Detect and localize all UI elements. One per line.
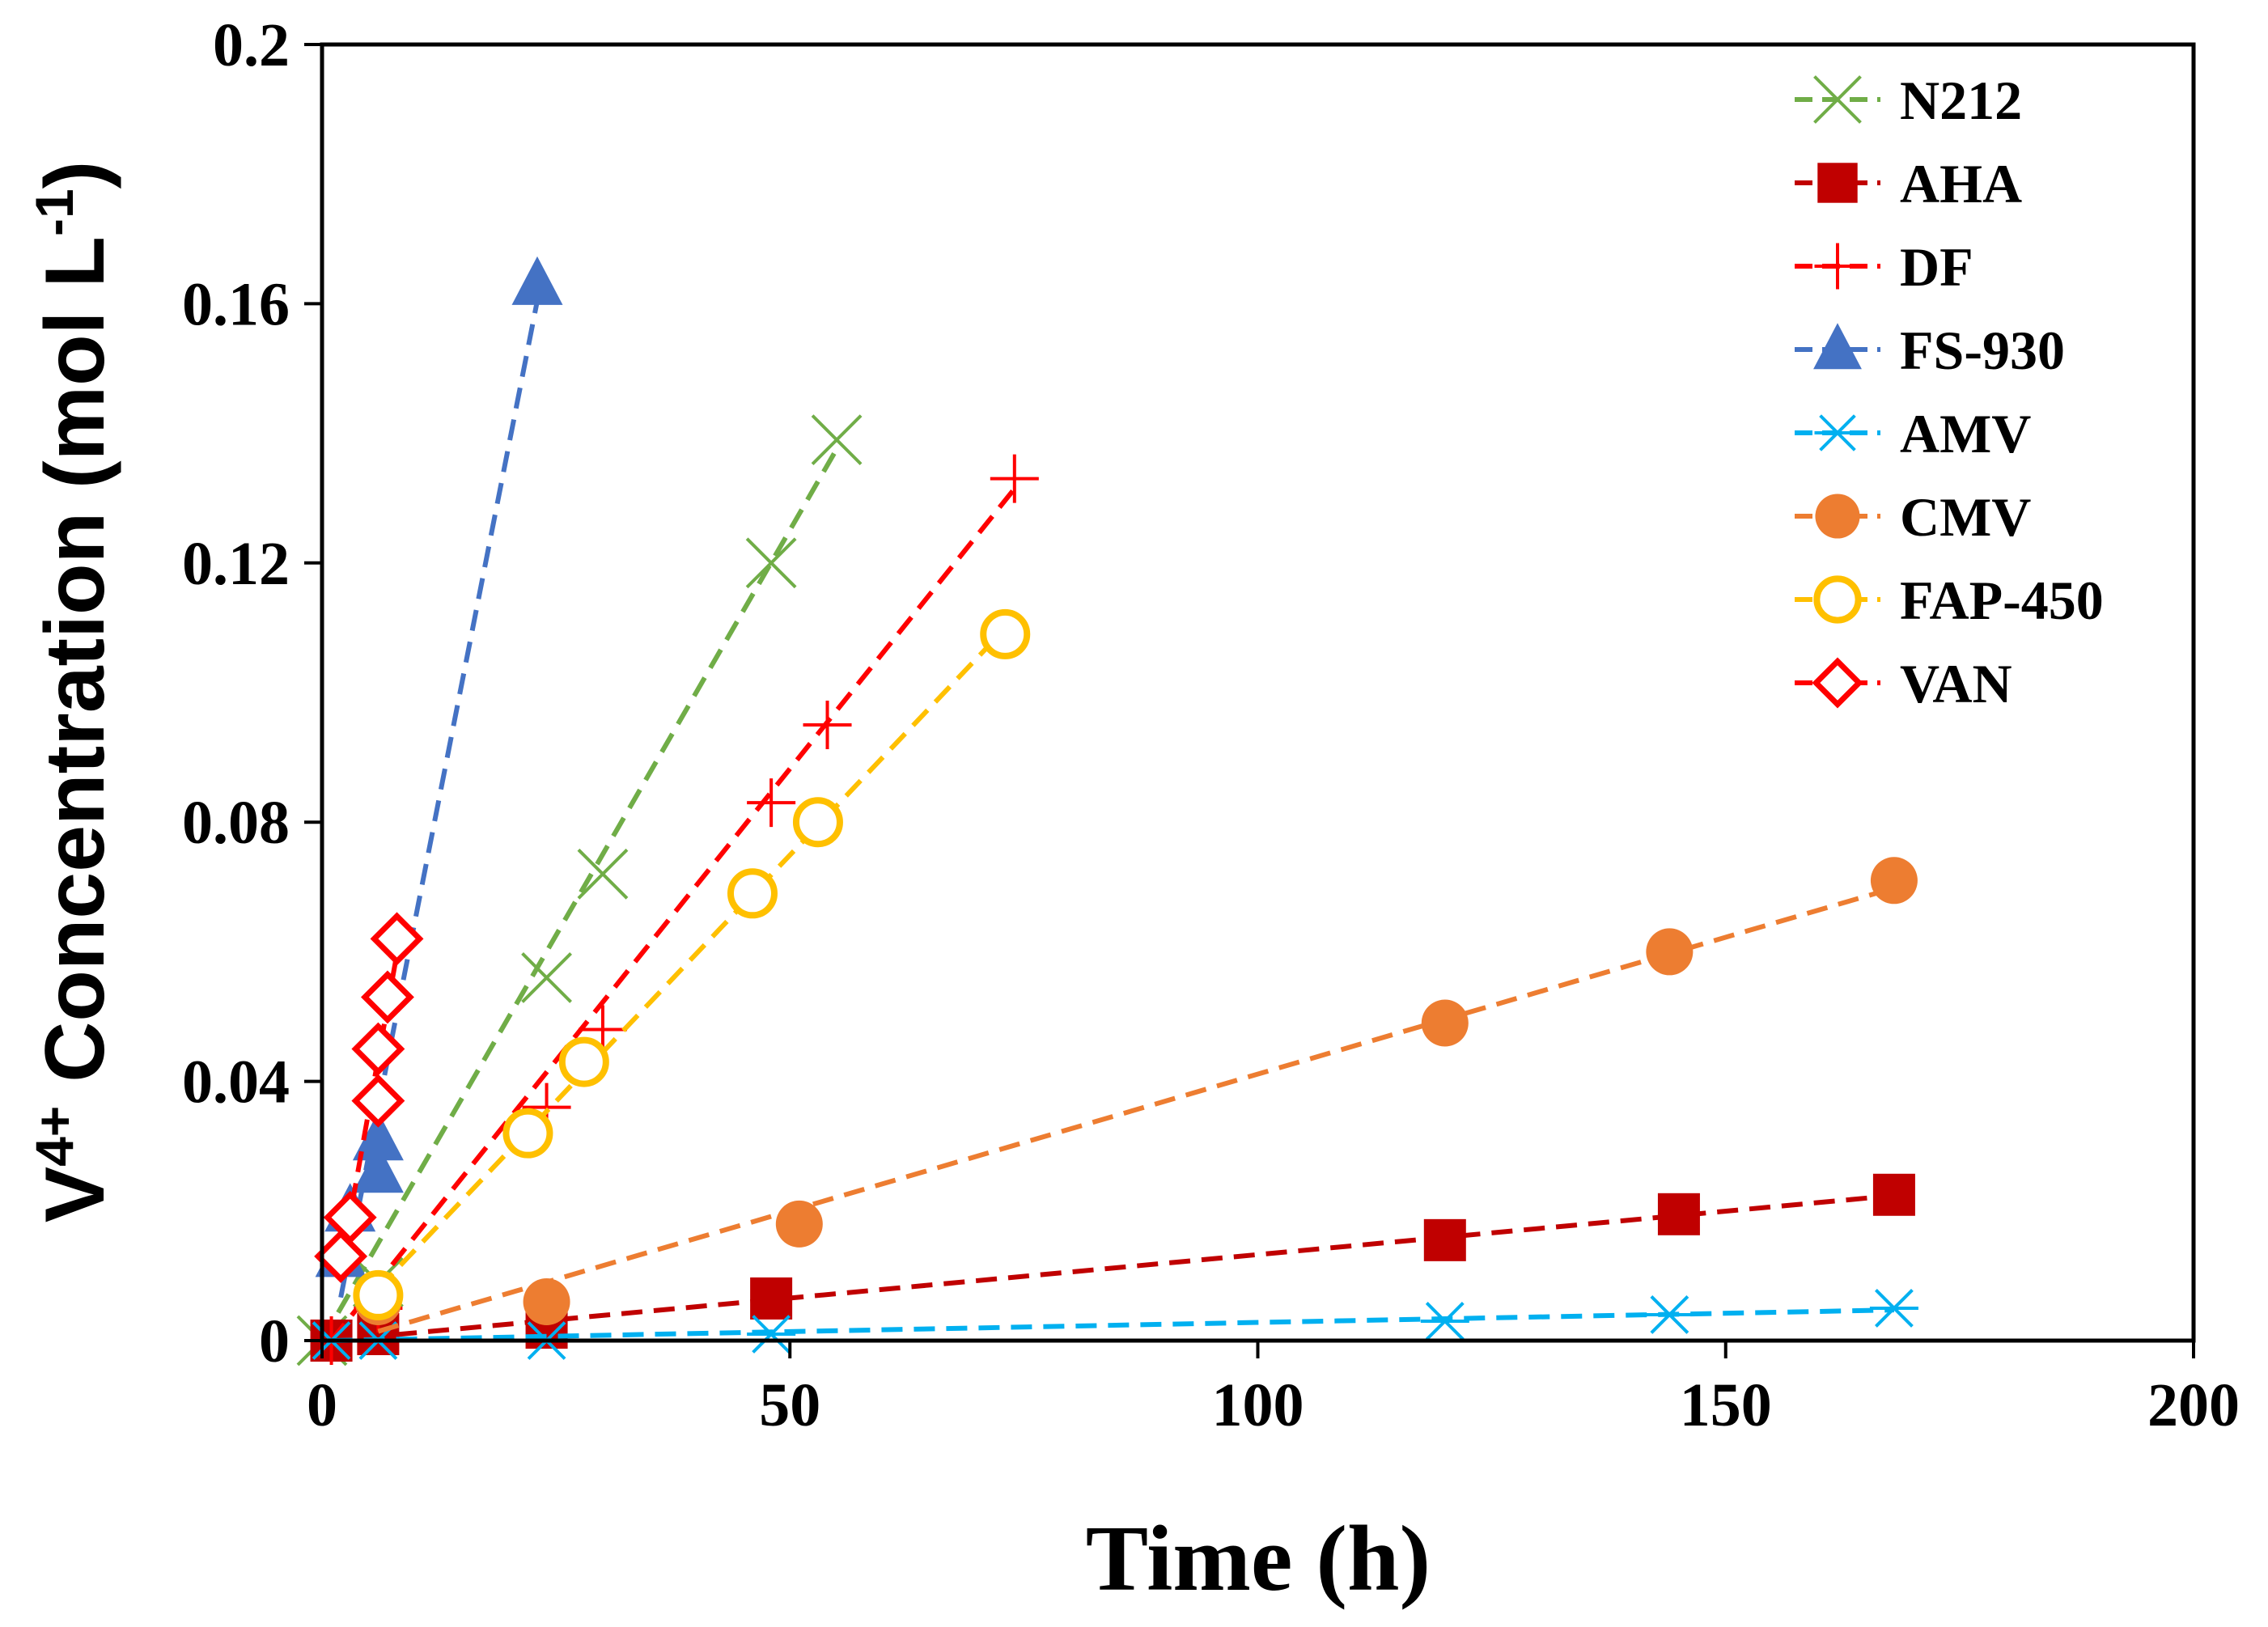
data-point-aha (1657, 1193, 1700, 1235)
y-tick-label: 0.2 (213, 11, 290, 79)
legend-label: FAP-450 (1900, 570, 2104, 631)
data-point-van (323, 1190, 377, 1244)
legend-label: DF (1900, 236, 1973, 298)
y-axis-title-sup: 4+ (24, 1106, 84, 1167)
y-axis-title-middle: Concentration (mol L (28, 236, 122, 1106)
legend-item-cmv: CMV (1795, 486, 2031, 548)
data-point-fs-930 (511, 256, 563, 305)
series-van (314, 912, 424, 1283)
legend-item-fap-450: FAP-450 (1795, 570, 2104, 631)
y-axis-title-base: V (28, 1167, 122, 1222)
data-point-amv (1869, 1289, 1918, 1328)
tick-layer: 0 50 100 150 200 0 0.04 0.08 0.12 0.16 0.2 (182, 11, 2240, 1439)
trendline-fap-450 (376, 626, 1007, 1290)
trendline-n212 (320, 447, 839, 1342)
data-point-fap-450 (353, 1269, 404, 1320)
data-point-n212 (521, 952, 572, 1003)
data-point-van (361, 970, 414, 1024)
data-point-cmv (1646, 928, 1694, 976)
legend-marker-van (1812, 657, 1863, 709)
legend-label: N212 (1900, 70, 2022, 131)
data-point-df (990, 454, 1039, 503)
data-point-amv (1420, 1302, 1469, 1341)
y-tick-label: 0.16 (182, 270, 290, 338)
legend-item-n212: N212 (1795, 70, 2022, 131)
trendline-amv (331, 1307, 1894, 1343)
series-amv (307, 1289, 1918, 1360)
series-cmv (354, 857, 1918, 1334)
data-point-n212 (745, 537, 797, 589)
x-tick-label: 200 (2147, 1371, 2240, 1439)
y-tick-label: 0.04 (182, 1049, 290, 1116)
legend-label: FS-930 (1900, 320, 2065, 381)
trendline-df (329, 487, 1017, 1342)
data-point-n212 (811, 414, 863, 466)
legend-label: CMV (1900, 486, 2031, 548)
legend-item-van: VAN (1795, 653, 2012, 714)
legend-label: AMV (1900, 403, 2031, 464)
series-fap-450 (353, 608, 1031, 1320)
data-point-van (370, 912, 424, 966)
y-axis-title-end: ) (28, 161, 122, 189)
legend-item-df: DF (1795, 236, 1973, 298)
legend-item-amv: AMV (1795, 403, 2031, 464)
legend-label: VAN (1900, 653, 2012, 714)
y-axis-title-exp: -1 (24, 189, 84, 236)
y-tick-label: 0 (259, 1307, 290, 1375)
data-point-cmv (1421, 999, 1469, 1047)
x-tick-label: 150 (1680, 1371, 1772, 1439)
legend-marker-n212 (1813, 75, 1862, 124)
legend: N212 AHA DF FS-930 AMV CMV FAP-450 VAN (1795, 70, 2104, 714)
legend-marker-aha (1817, 163, 1858, 203)
data-point-fs-930 (352, 1112, 404, 1161)
legend-marker-fs-930 (1813, 323, 1862, 370)
data-point-df (803, 701, 852, 750)
y-tick-label: 0.08 (182, 789, 290, 857)
data-point-van (314, 1229, 368, 1283)
data-point-aha (1872, 1173, 1915, 1216)
data-point-cmv (1870, 857, 1918, 905)
data-point-amv (747, 1315, 796, 1354)
data-point-van (351, 1022, 405, 1076)
data-point-fap-450 (980, 608, 1031, 659)
x-tick-label: 100 (1212, 1371, 1304, 1439)
x-tick-label: 50 (759, 1371, 820, 1439)
x-tick-label: 0 (307, 1371, 337, 1439)
data-point-van (351, 1074, 405, 1128)
legend-item-fs-930: FS-930 (1795, 320, 2065, 381)
trendline-cmv (377, 885, 1895, 1334)
data-point-cmv (523, 1277, 570, 1325)
y-axis-title: V4+ Concentration (mol L-1) (24, 161, 122, 1223)
x-axis-title: Time (h) (1086, 1507, 1431, 1611)
legend-marker-amv (1814, 414, 1861, 451)
data-point-aha (1423, 1218, 1466, 1261)
legend-item-aha: AHA (1795, 153, 2022, 214)
legend-label: AHA (1900, 153, 2022, 214)
legend-marker-fap-450 (1813, 575, 1862, 624)
data-point-amv (1645, 1295, 1694, 1334)
series-layer (296, 256, 1918, 1366)
data-point-aha (750, 1277, 793, 1320)
data-point-fs-930 (352, 1144, 404, 1193)
legend-marker-df (1814, 243, 1861, 290)
legend-marker-cmv (1815, 494, 1860, 539)
data-point-df (747, 778, 796, 828)
y-tick-label: 0.12 (182, 530, 290, 598)
data-point-fap-450 (727, 868, 778, 919)
data-point-n212 (577, 848, 629, 900)
data-point-cmv (775, 1200, 823, 1248)
data-point-fap-450 (502, 1108, 553, 1159)
trendline-aha (331, 1193, 1895, 1343)
data-point-fap-450 (792, 797, 843, 848)
data-point-fap-450 (558, 1036, 609, 1087)
